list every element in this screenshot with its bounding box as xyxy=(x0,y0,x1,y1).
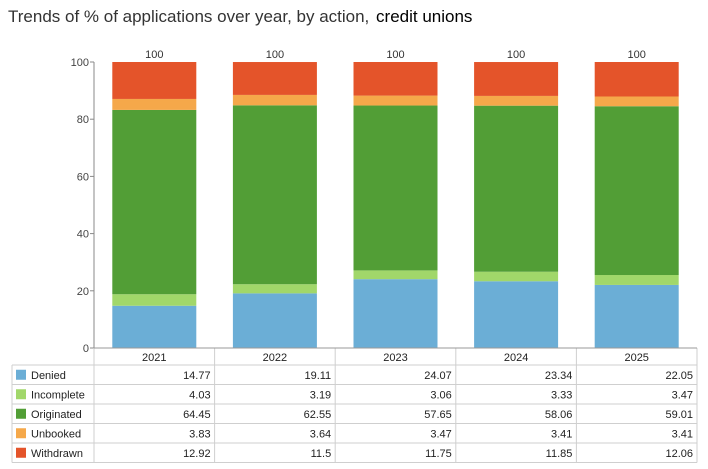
total-label: 100 xyxy=(266,49,284,61)
bar-segment-withdrawn[interactable] xyxy=(474,62,559,96)
bar-segment-denied[interactable] xyxy=(112,305,197,348)
table-cell-value: 3.06 xyxy=(430,389,451,401)
bar-segment-originated[interactable] xyxy=(594,106,679,276)
total-label: 100 xyxy=(386,49,404,61)
bar-segment-unbooked[interactable] xyxy=(232,94,317,106)
y-tick-label: 40 xyxy=(77,229,89,241)
bar-segment-incomplete[interactable] xyxy=(474,271,559,282)
table-cell-value: 3.64 xyxy=(310,428,331,440)
table-cell-value: 3.33 xyxy=(551,389,572,401)
bar-segment-denied[interactable] xyxy=(594,284,679,348)
table-cell-value: 58.06 xyxy=(545,409,573,421)
bars xyxy=(112,62,679,348)
legend-swatch xyxy=(16,369,26,380)
chart-title-sub: credit unions xyxy=(376,7,473,26)
table-cell-value: 3.41 xyxy=(551,428,572,440)
x-tick-label: 2022 xyxy=(263,352,287,364)
legend-label: Originated xyxy=(31,409,82,421)
bar-segment-withdrawn[interactable] xyxy=(112,62,197,99)
bar-segment-originated[interactable] xyxy=(112,109,197,295)
bar-segment-incomplete[interactable] xyxy=(232,284,317,294)
total-label: 100 xyxy=(628,49,646,61)
bar-segment-unbooked[interactable] xyxy=(474,95,559,106)
table-cell-value: 24.07 xyxy=(424,370,452,382)
bar-segment-withdrawn[interactable] xyxy=(594,62,679,97)
bar-segment-unbooked[interactable] xyxy=(594,96,679,107)
table-cell-value: 3.41 xyxy=(672,428,693,440)
total-label: 100 xyxy=(145,49,163,61)
bar-segment-unbooked[interactable] xyxy=(353,95,438,106)
bar-segment-denied[interactable] xyxy=(353,279,438,348)
table-cell-value: 22.05 xyxy=(665,370,693,382)
table-cell-value: 3.83 xyxy=(189,428,210,440)
bar-segment-denied[interactable] xyxy=(232,293,317,348)
x-tick-label: 2024 xyxy=(504,352,528,364)
x-tick-label: 2025 xyxy=(624,352,648,364)
table-cell-value: 4.03 xyxy=(189,389,210,401)
bar-segment-withdrawn[interactable] xyxy=(232,62,317,95)
bar-segment-denied[interactable] xyxy=(474,281,559,348)
y-tick-label: 100 xyxy=(71,57,89,69)
table-cell-value: 11.75 xyxy=(425,448,452,460)
table-cell-value: 3.47 xyxy=(672,389,693,401)
table-cell-value: 11.85 xyxy=(546,448,573,460)
x-tick-label: 2021 xyxy=(142,352,166,364)
bar-segment-originated[interactable] xyxy=(474,105,559,272)
legend-swatch xyxy=(16,389,26,400)
legend-label: Unbooked xyxy=(31,428,81,440)
bar-segment-incomplete[interactable] xyxy=(353,270,438,280)
table-cell-value: 3.19 xyxy=(310,389,331,401)
y-axis: 0 20 40 60 80 100 xyxy=(71,57,95,355)
table-cell-value: 11.5 xyxy=(311,448,332,460)
table-cell-value: 64.45 xyxy=(183,409,211,421)
bar-segment-incomplete[interactable] xyxy=(112,294,197,306)
table-cell-value: 14.77 xyxy=(183,370,211,382)
y-tick-label: 80 xyxy=(77,114,89,126)
bar-segment-withdrawn[interactable] xyxy=(353,62,438,96)
bar-segment-originated[interactable] xyxy=(353,105,438,271)
table-cell-value: 23.34 xyxy=(545,370,573,382)
table-cell-value: 59.01 xyxy=(665,409,693,421)
legend-swatch xyxy=(16,428,26,439)
legend-label: Denied xyxy=(31,370,66,382)
table-cell-value: 19.11 xyxy=(304,370,331,382)
bar-segment-incomplete[interactable] xyxy=(594,275,679,285)
x-tick-label: 2023 xyxy=(383,352,407,364)
legend-label: Incomplete xyxy=(31,389,85,401)
data-table: 2021 2022 2023 2024 2025 Denied 14.77 19.11 24.0… xyxy=(11,347,698,463)
y-tick-label: 0 xyxy=(83,343,89,355)
total-label: 100 xyxy=(507,49,525,61)
table-cell-value: 3.47 xyxy=(430,428,451,440)
chart-title: Trends of % of applications over year, b… xyxy=(8,7,472,27)
total-labels: 100 100 100 100 100 xyxy=(145,49,646,61)
y-tick-label: 60 xyxy=(77,171,89,183)
legend-swatch xyxy=(16,447,26,458)
legend-label: Withdrawn xyxy=(31,448,83,460)
table-cell-value: 12.92 xyxy=(183,448,211,460)
table-cell-value: 12.06 xyxy=(665,448,693,460)
bar-segment-unbooked[interactable] xyxy=(112,98,197,110)
y-tick-label: 20 xyxy=(77,286,89,298)
table-cell-value: 57.65 xyxy=(424,409,452,421)
chart-title-main: Trends of % of applications over year, b… xyxy=(8,7,370,26)
bar-segment-originated[interactable] xyxy=(232,105,317,285)
table-cell-value: 62.55 xyxy=(304,409,332,421)
legend-swatch xyxy=(16,408,26,419)
